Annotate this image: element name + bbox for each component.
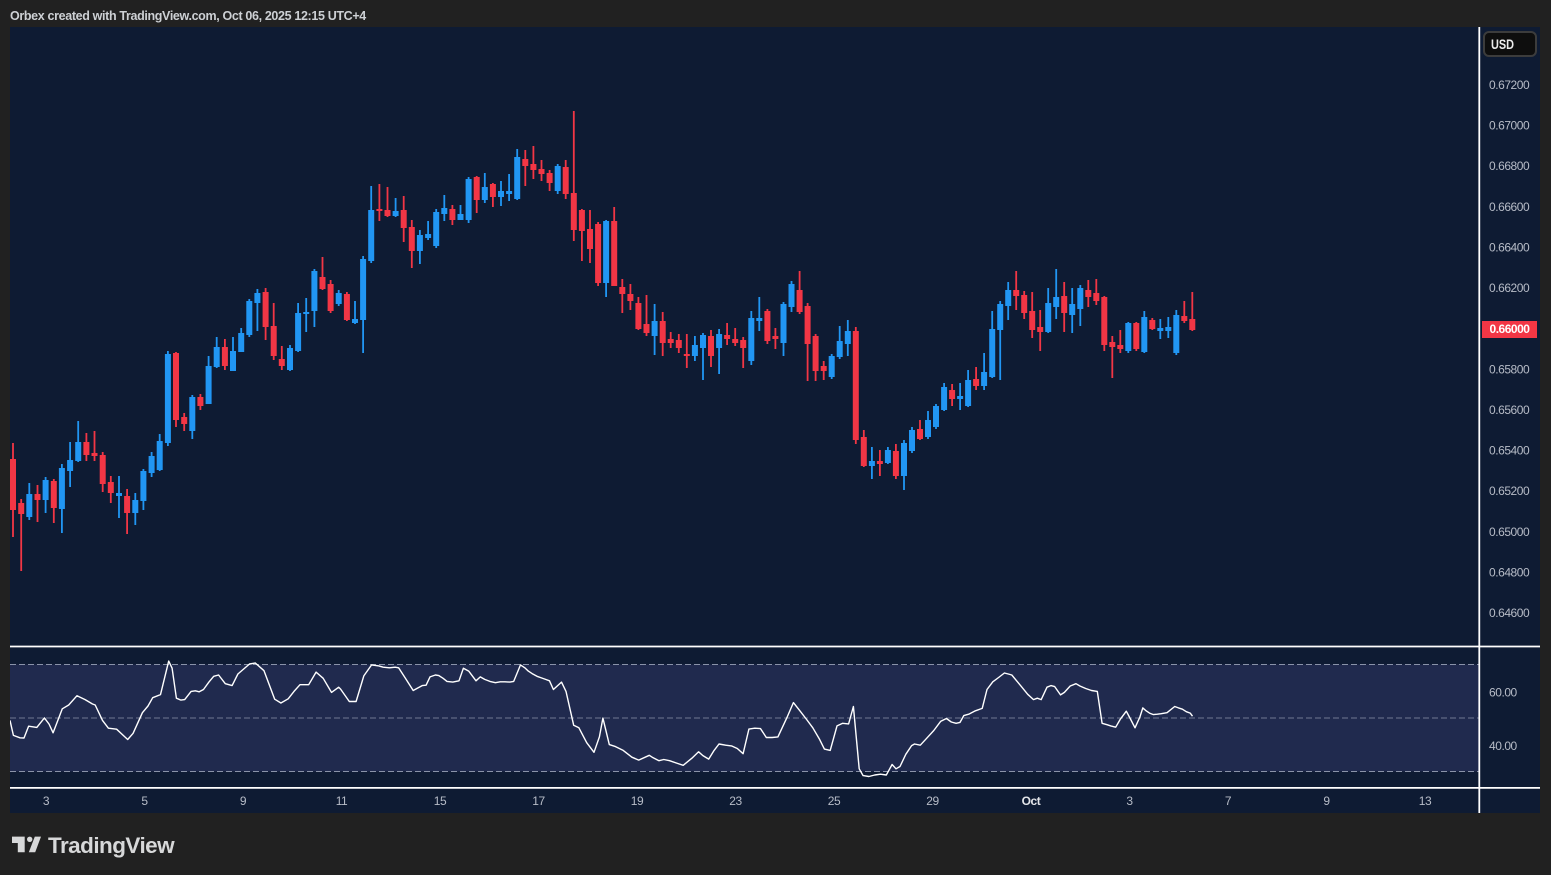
svg-text:0.66600: 0.66600 [1489, 200, 1530, 214]
svg-text:0.66800: 0.66800 [1489, 159, 1530, 173]
svg-text:0.65800: 0.65800 [1489, 362, 1530, 376]
svg-text:0.64800: 0.64800 [1489, 565, 1530, 579]
svg-text:25: 25 [828, 794, 841, 808]
svg-text:23: 23 [729, 794, 742, 808]
svg-text:60.00: 60.00 [1489, 686, 1518, 700]
svg-text:0.65600: 0.65600 [1489, 403, 1530, 417]
svg-text:5: 5 [141, 794, 148, 808]
svg-text:0.67200: 0.67200 [1489, 78, 1530, 92]
svg-text:7: 7 [1225, 794, 1232, 808]
svg-text:11: 11 [336, 794, 348, 808]
svg-text:13: 13 [1419, 794, 1432, 808]
svg-text:0.65000: 0.65000 [1489, 525, 1530, 539]
svg-text:29: 29 [926, 794, 939, 808]
svg-text:0.65200: 0.65200 [1489, 484, 1530, 498]
svg-text:0.66200: 0.66200 [1489, 281, 1530, 295]
svg-text:9: 9 [1323, 794, 1330, 808]
svg-text:0.66400: 0.66400 [1489, 241, 1530, 255]
svg-text:0.67000: 0.67000 [1489, 119, 1530, 133]
svg-text:3: 3 [43, 794, 50, 808]
svg-text:0.65400: 0.65400 [1489, 444, 1530, 458]
svg-text:19: 19 [631, 794, 644, 808]
svg-text:0.64600: 0.64600 [1489, 606, 1530, 620]
svg-text:9: 9 [240, 794, 247, 808]
svg-text:40.00: 40.00 [1489, 739, 1518, 753]
svg-text:Oct: Oct [1022, 794, 1041, 808]
svg-text:TradingView: TradingView [48, 833, 175, 858]
svg-text:15: 15 [434, 794, 447, 808]
svg-text:3: 3 [1126, 794, 1133, 808]
svg-text:17: 17 [532, 794, 545, 808]
